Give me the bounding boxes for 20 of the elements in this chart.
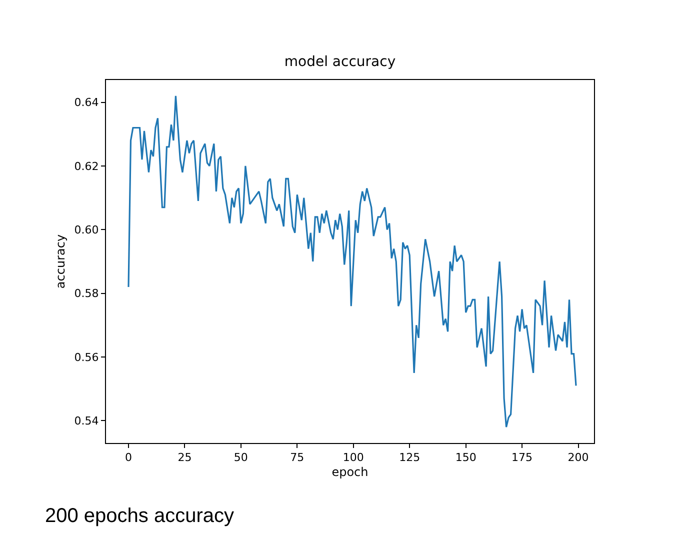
chart-title: model accuracy	[284, 54, 396, 70]
y-tick-label: 0.62	[74, 160, 99, 173]
y-tick-label: 0.54	[74, 414, 99, 428]
x-tick-label: 150	[455, 451, 476, 464]
x-tick-label: 0	[124, 451, 132, 464]
y-tick-label: 0.58	[74, 287, 99, 300]
y-tick-label: 0.64	[74, 96, 99, 110]
x-tick-label: 75	[290, 451, 304, 464]
x-tick-label: 100	[342, 451, 364, 464]
text: 200 epochs accuracy	[45, 505, 234, 527]
x-tick-label: 50	[234, 451, 248, 464]
y-axis-title: accuracy	[54, 234, 68, 289]
x-tick-label: 175	[512, 451, 533, 464]
line-series	[128, 95, 577, 428]
x-tick-label: 25	[178, 451, 192, 464]
x-tick-label: 125	[399, 451, 420, 464]
y-tick-label: 0.56	[74, 350, 99, 364]
x-tick-label: 200	[568, 451, 589, 464]
y-tick-label: 0.60	[74, 224, 99, 237]
x-axis-title: epoch	[332, 465, 368, 480]
